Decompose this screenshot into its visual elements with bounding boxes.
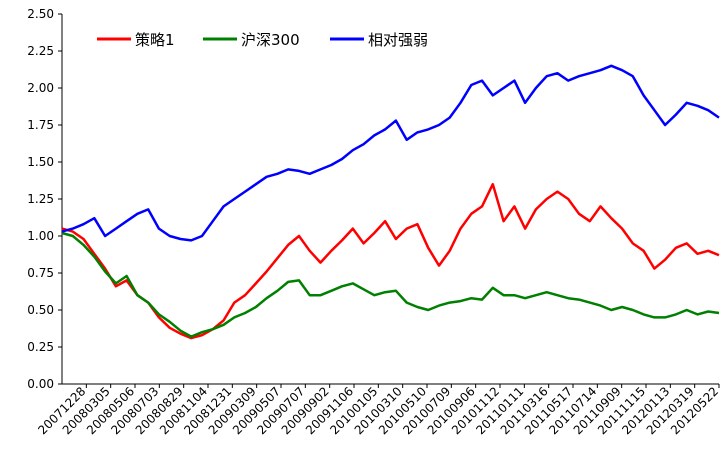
y-tick-label: 1.50 [27,155,54,169]
legend-label: 相对强弱 [368,31,428,49]
series-line-2 [61,231,720,338]
y-axis-ticks: 0.00 0.25 0.50 0.75 1.00 1.25 1.50 1.75 2.00 2.25… [27,7,62,391]
y-tick-label: 0.50 [27,303,54,317]
series-line-1 [61,182,720,340]
y-tick-label: 0.75 [27,266,54,280]
y-tick-label: 2.50 [27,7,54,21]
x-axis-ticks: 2007122820080305200805062008070320080829… [35,384,721,437]
series-line-3 [61,64,720,242]
series-layer [61,64,720,340]
y-tick-label: 1.00 [27,229,54,243]
y-tick-label: 1.25 [27,192,54,206]
y-tick-label: 2.00 [27,81,54,95]
legend-label: 沪深300 [241,31,300,49]
legend-label: 策略1 [135,31,175,49]
legend: 策略1 沪深300 相对强弱 [97,31,428,49]
y-tick-label: 0.25 [27,340,54,354]
y-tick-label: 0.00 [27,377,54,391]
y-tick-label: 2.25 [27,44,54,58]
y-tick-label: 1.75 [27,118,54,132]
